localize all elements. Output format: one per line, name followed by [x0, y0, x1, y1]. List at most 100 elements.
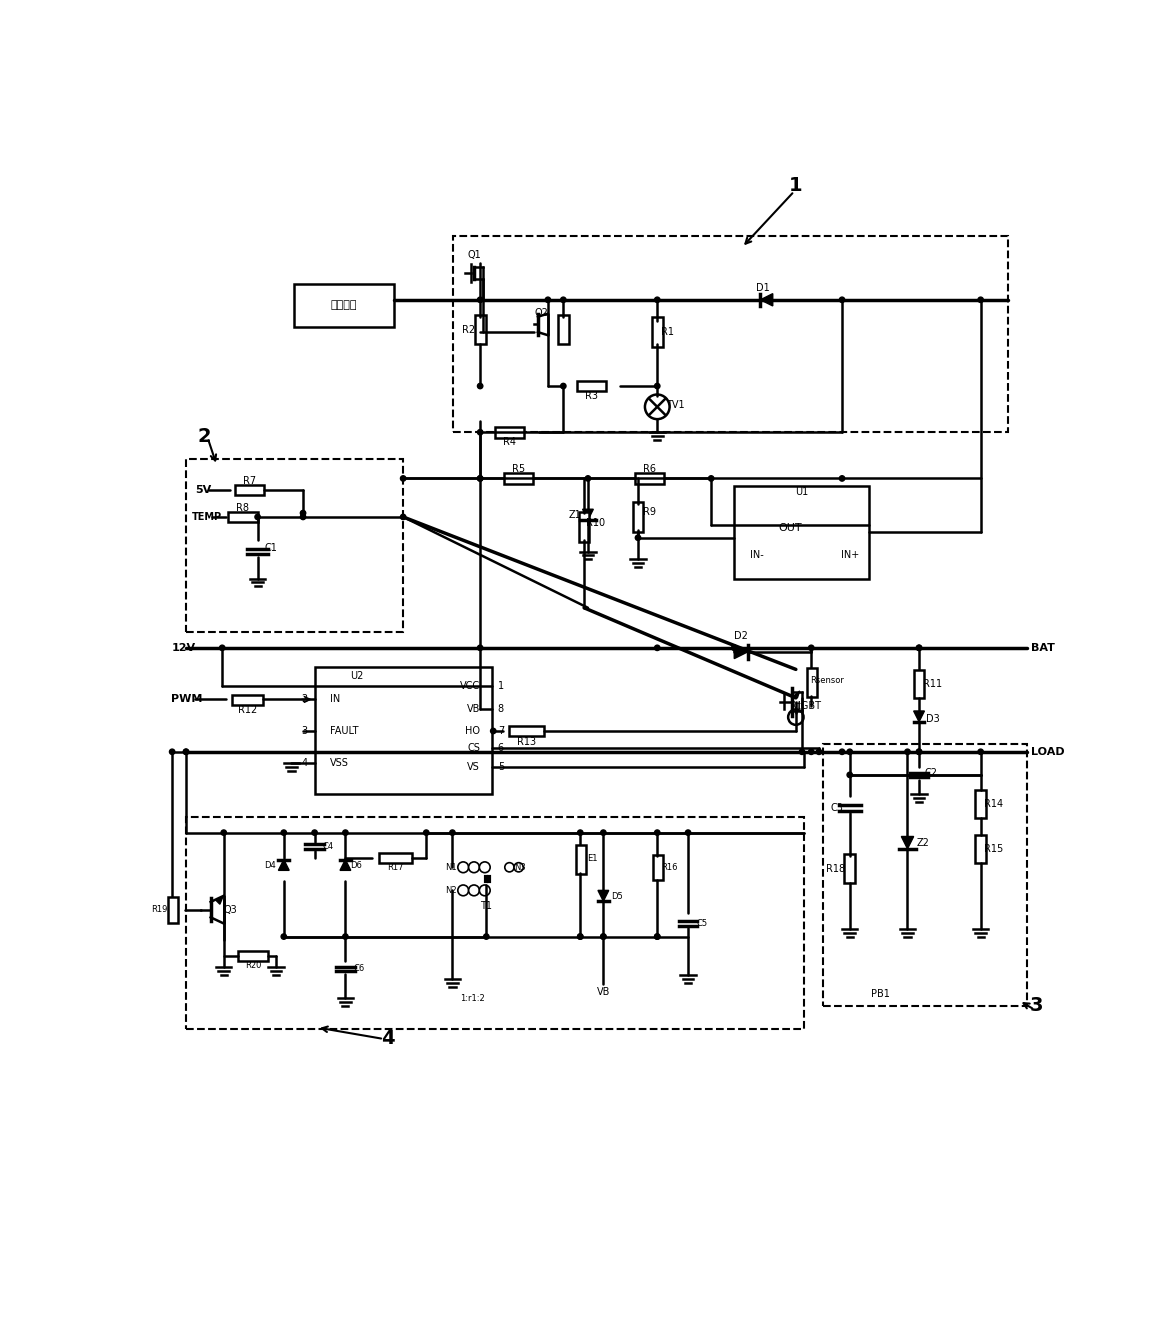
Circle shape — [601, 933, 606, 939]
Text: Rt: Rt — [790, 700, 801, 711]
Text: N1: N1 — [445, 863, 457, 871]
Text: R10: R10 — [586, 518, 606, 528]
Bar — [293, 283, 394, 327]
Bar — [235, 485, 264, 495]
Bar — [579, 512, 589, 542]
Bar — [233, 695, 263, 704]
Bar — [844, 854, 856, 883]
Bar — [635, 473, 664, 483]
Text: C5: C5 — [697, 919, 707, 928]
Circle shape — [800, 749, 804, 755]
Circle shape — [978, 857, 983, 862]
Text: R16: R16 — [662, 863, 678, 871]
Bar — [734, 486, 869, 579]
Bar — [807, 667, 817, 698]
Circle shape — [839, 475, 845, 481]
Text: C6: C6 — [354, 964, 365, 973]
Text: 6: 6 — [498, 743, 504, 753]
Circle shape — [685, 830, 691, 835]
Text: D6: D6 — [351, 861, 362, 870]
Text: CS: CS — [468, 743, 480, 753]
Circle shape — [255, 514, 261, 519]
Text: D5: D5 — [611, 892, 623, 902]
Text: Q2: Q2 — [534, 308, 548, 318]
Polygon shape — [734, 645, 748, 658]
Text: PWM: PWM — [171, 694, 202, 704]
Circle shape — [577, 830, 583, 835]
Circle shape — [401, 514, 406, 519]
Circle shape — [477, 297, 483, 302]
Bar — [228, 511, 257, 523]
Text: E1: E1 — [587, 854, 597, 862]
Bar — [186, 459, 403, 633]
Text: U1: U1 — [795, 487, 808, 498]
Text: R20: R20 — [244, 961, 261, 970]
Circle shape — [423, 830, 429, 835]
Circle shape — [401, 475, 406, 481]
Circle shape — [184, 749, 188, 755]
Text: R4: R4 — [503, 437, 516, 448]
Circle shape — [916, 749, 921, 755]
Text: 2: 2 — [302, 694, 307, 704]
Text: C4: C4 — [323, 842, 333, 851]
Polygon shape — [794, 691, 800, 698]
Circle shape — [477, 475, 483, 481]
Circle shape — [848, 772, 852, 777]
Polygon shape — [278, 859, 289, 870]
Circle shape — [458, 884, 469, 896]
Text: VB: VB — [596, 986, 610, 997]
Circle shape — [450, 830, 455, 835]
Text: 4: 4 — [302, 759, 307, 768]
Circle shape — [545, 297, 551, 302]
Circle shape — [477, 384, 483, 389]
Text: D4: D4 — [264, 861, 276, 870]
Circle shape — [809, 645, 814, 650]
Polygon shape — [582, 510, 594, 520]
Circle shape — [816, 749, 822, 755]
Text: OUT: OUT — [779, 523, 802, 534]
Circle shape — [491, 728, 496, 733]
Text: Z1: Z1 — [568, 510, 581, 520]
Circle shape — [479, 862, 490, 873]
Polygon shape — [599, 890, 609, 902]
Circle shape — [221, 830, 227, 835]
Text: IGBT: IGBT — [798, 700, 821, 711]
Text: C1: C1 — [264, 543, 277, 553]
Circle shape — [312, 830, 317, 835]
Polygon shape — [216, 896, 223, 904]
Text: VSS: VSS — [330, 759, 348, 768]
Circle shape — [645, 395, 670, 420]
Circle shape — [978, 297, 983, 302]
Circle shape — [708, 475, 714, 481]
Text: IN-: IN- — [750, 551, 765, 560]
Circle shape — [170, 749, 175, 755]
Text: R2: R2 — [462, 324, 475, 335]
Text: VCC: VCC — [461, 682, 480, 691]
Circle shape — [184, 749, 188, 755]
Circle shape — [732, 645, 736, 650]
Text: IN+: IN+ — [841, 551, 859, 560]
Text: VS: VS — [468, 763, 480, 772]
Bar — [575, 845, 586, 874]
Text: N3: N3 — [514, 863, 526, 871]
Circle shape — [655, 830, 660, 835]
Text: Z2: Z2 — [916, 838, 929, 847]
Text: 3: 3 — [302, 726, 307, 736]
Text: C3: C3 — [830, 802, 843, 813]
Circle shape — [655, 645, 660, 650]
Bar — [652, 855, 663, 879]
Circle shape — [978, 749, 983, 755]
Polygon shape — [340, 859, 351, 870]
Text: 3: 3 — [1030, 997, 1043, 1016]
Circle shape — [561, 384, 566, 389]
Bar — [237, 951, 269, 961]
Text: R12: R12 — [238, 706, 257, 715]
Circle shape — [469, 884, 479, 896]
Text: 12V: 12V — [172, 643, 196, 653]
Circle shape — [586, 475, 590, 481]
Bar — [186, 817, 803, 1029]
Bar — [504, 473, 533, 483]
Circle shape — [477, 429, 483, 434]
Bar — [379, 854, 411, 863]
Text: U2: U2 — [351, 671, 364, 682]
